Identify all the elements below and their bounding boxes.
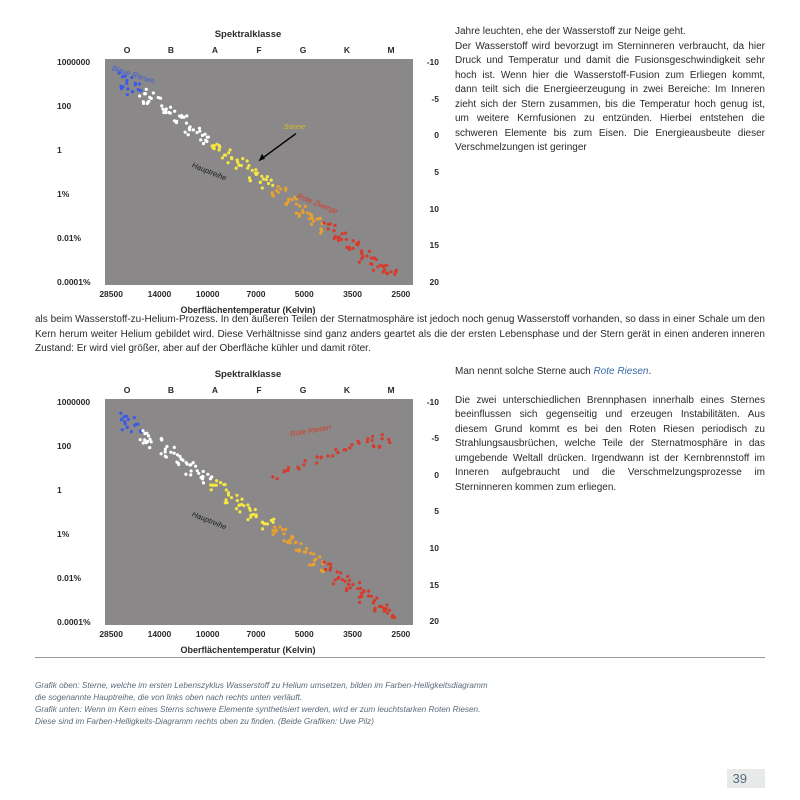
x-tick: 2500 — [377, 289, 425, 299]
spectral-class-tick: M — [369, 385, 413, 395]
x-tick: 28500 — [87, 289, 135, 299]
divider — [35, 657, 765, 658]
mid-text: als beim Wasserstoff-zu-Helium-Prozess. … — [35, 313, 765, 357]
y-tick-right: 20 — [427, 616, 439, 626]
x-tick: 3500 — [328, 289, 376, 299]
chart-2-wrap: Spektralklasse Leuchtkraft im Vergleich … — [53, 383, 443, 641]
y-tick-left: 100 — [57, 101, 91, 111]
y-tick-right: 5 — [427, 506, 439, 516]
x-tick: 10000 — [184, 629, 232, 639]
y-tick-left: 1% — [57, 529, 91, 539]
para3b: . — [648, 366, 651, 377]
spectral-class-tick: G — [281, 45, 325, 55]
x-tick: 7000 — [232, 629, 280, 639]
spectral-class-tick: B — [149, 45, 193, 55]
x-tick: 10000 — [184, 289, 232, 299]
chart2-label-bottom: Oberflächentemperatur (Kelvin) — [53, 645, 443, 655]
caption-l4: Diese sind im Farben-Helligkeits-Diagram… — [35, 716, 765, 728]
y-tick-right: 15 — [427, 240, 439, 250]
chart2-title-top: Spektralklasse — [53, 369, 443, 380]
y-tick-right: -5 — [427, 433, 439, 443]
spectral-class-tick: A — [193, 45, 237, 55]
x-tick: 3500 — [328, 629, 376, 639]
para4: Die zwei unterschiedlichen Brennphasen i… — [455, 395, 765, 493]
spectral-class-tick: F — [237, 45, 281, 55]
y-tick-left: 0.01% — [57, 233, 91, 243]
x-tick: 28500 — [87, 629, 135, 639]
chart1-label-bottom: Oberflächentemperatur (Kelvin) — [53, 305, 443, 315]
y-tick-right: 5 — [427, 167, 439, 177]
spectral-class-tick: M — [369, 45, 413, 55]
y-tick-right: 10 — [427, 204, 439, 214]
y-tick-right: 15 — [427, 580, 439, 590]
chart-2-plot: OBAFGKM285001400010000700050003500250010… — [53, 383, 443, 641]
y-tick-right: -5 — [427, 94, 439, 104]
y-tick-right: 0 — [427, 130, 439, 140]
para1: Jahre leuchten, ehe der Wasserstoff zur … — [455, 26, 686, 37]
x-tick: 2500 — [377, 629, 425, 639]
row-2: Spektralklasse Leuchtkraft im Vergleich … — [35, 365, 765, 647]
y-tick-left: 1% — [57, 189, 91, 199]
page-number: 39 — [727, 769, 765, 788]
spectral-class-tick: G — [281, 385, 325, 395]
x-tick: 5000 — [280, 629, 328, 639]
y-tick-right: -10 — [427, 57, 439, 67]
caption-l1: Grafik oben: Sterne, welche im ersten Le… — [35, 680, 765, 692]
y-tick-left: 0.0001% — [57, 277, 91, 287]
y-tick-left: 1 — [57, 485, 91, 495]
spectral-class-tick: F — [237, 385, 281, 395]
spectral-class-tick: B — [149, 385, 193, 395]
text-right-2: Man nennt solche Sterne auch Rote Riesen… — [455, 365, 765, 647]
x-tick: 14000 — [135, 629, 183, 639]
caption-l3: Grafik unten: Wenn im Kern eines Sterns … — [35, 704, 765, 716]
spectral-class-tick: O — [105, 385, 149, 395]
y-tick-left: 1000000 — [57, 397, 91, 407]
x-tick: 7000 — [232, 289, 280, 299]
rote-riesen-link[interactable]: Rote Riesen — [593, 366, 648, 377]
spectral-class-tick: A — [193, 385, 237, 395]
chart1-title-top: Spektralklasse — [53, 29, 443, 40]
text-right-1: Jahre leuchten, ehe der Wasserstoff zur … — [455, 25, 765, 307]
y-tick-left: 1 — [57, 145, 91, 155]
para2: Der Wasserstoff wird bevorzugt im Sterni… — [455, 41, 765, 154]
label-sonne: Sonne — [284, 122, 306, 131]
chart-1-plot: OBAFGKM285001400010000700050003500250010… — [53, 43, 443, 301]
y-tick-right: 20 — [427, 277, 439, 287]
para3a: Man nennt solche Sterne auch — [455, 366, 593, 377]
x-tick: 5000 — [280, 289, 328, 299]
x-tick: 14000 — [135, 289, 183, 299]
spectral-class-tick: O — [105, 45, 149, 55]
y-tick-left: 0.0001% — [57, 617, 91, 627]
spectral-class-tick: K — [325, 45, 369, 55]
y-tick-right: 0 — [427, 470, 439, 480]
y-tick-left: 100 — [57, 441, 91, 451]
caption-block: Grafik oben: Sterne, welche im ersten Le… — [35, 674, 765, 729]
spectral-class-tick: K — [325, 385, 369, 395]
y-tick-right: -10 — [427, 397, 439, 407]
row-1: Spektralklasse Leuchtkraft im Vergleich … — [35, 25, 765, 307]
y-tick-left: 1000000 — [57, 57, 91, 67]
y-tick-left: 0.01% — [57, 573, 91, 583]
caption-l2: die sogenannte Hauptreihe, die von links… — [35, 692, 765, 704]
y-tick-right: 10 — [427, 543, 439, 553]
chart-1-wrap: Spektralklasse Leuchtkraft im Vergleich … — [53, 43, 443, 301]
